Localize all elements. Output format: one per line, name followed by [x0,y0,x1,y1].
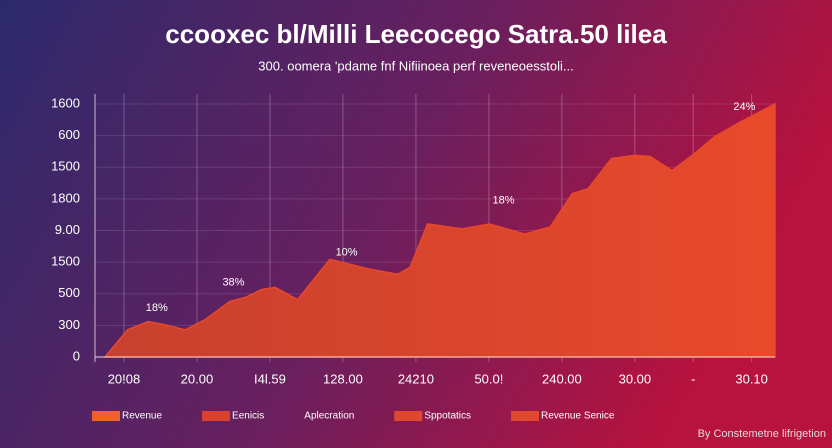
y-tick-label: 500 [58,285,80,300]
area [103,102,776,358]
legend-swatch [202,411,231,421]
legend-swatch [394,411,423,421]
annotation: 24% [733,101,755,113]
legend-label: Aplecration [304,411,354,422]
x-tick-label: - [691,371,695,386]
chart-subtitle: 300. oomera 'pdame fnf Nifiinoea perf re… [258,58,573,73]
x-tick-label: 240.00 [542,371,582,386]
legend-label: Revenue Senice [541,411,615,422]
x-tick-label: 20.00 [181,371,214,386]
y-tick-label: 1800 [51,190,80,205]
legend-label: Revenue [122,411,162,422]
x-tick-label: 50.0! [474,371,503,386]
legend-swatch [511,411,540,421]
y-tick-label: 600 [58,127,80,142]
annotation: 18% [146,302,168,314]
y-tick-label: 300 [58,317,80,332]
x-tick-label: 30.10 [735,371,768,386]
x-tick-label: I4l.59 [254,371,286,386]
x-tick-label: 20!08 [108,371,141,386]
legend-label: Eenicis [232,411,264,422]
annotation: 10% [336,247,358,259]
x-tick-label: 24210 [398,371,434,386]
legend-label: Sppotatics [424,411,471,422]
y-tick-label: 0 [73,348,80,363]
legend-swatch [92,411,120,421]
annotation: 38% [222,277,244,289]
y-tick-label: 9.00 [55,222,80,237]
y-tick-label: 1500 [51,159,80,174]
y-tick-label: 1600 [51,95,80,110]
annotation: 18% [492,194,514,206]
y-tick-label: 1500 [51,254,80,269]
footer: By Constemetne lifrigetion [698,428,826,440]
x-tick-label: 30.00 [619,371,652,386]
chart-title: ccooxec bl/Milli Leecocego Satra.50 lile… [165,19,667,49]
x-tick-label: 128.00 [323,371,363,386]
